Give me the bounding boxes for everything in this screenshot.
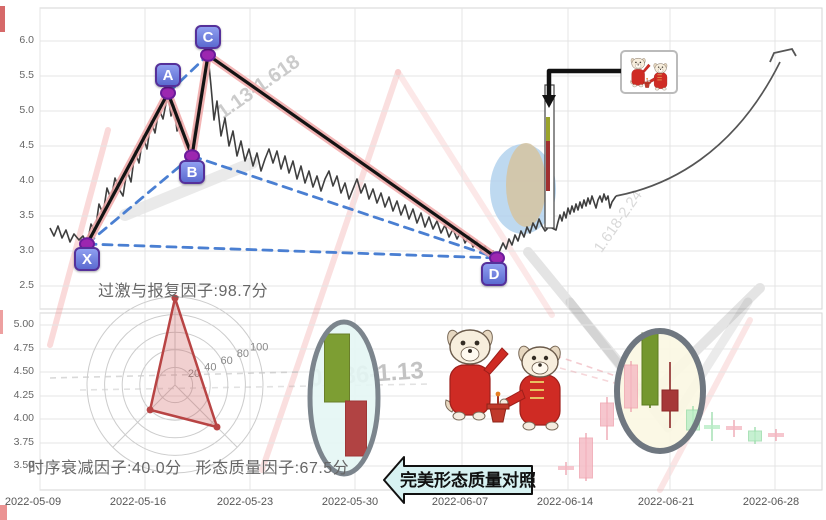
actual-candles-ellipse [617,331,703,451]
candle [579,437,593,479]
actual-candles-ellipse-border [614,328,706,454]
pattern-leg-dashed-XD [85,242,499,260]
radar-spoke [112,384,176,448]
pattern-leg-CD [206,53,499,260]
candle [600,402,614,427]
radar-spoke [174,384,238,448]
pattern-marker-B [184,149,200,163]
perfect-pattern-callout-text: 完美形态质量对照 [400,470,536,490]
pattern-leg-AB [166,91,194,158]
radar-polygon [148,296,219,429]
watermark-band [657,317,753,493]
pattern-marker-C [200,48,216,62]
pattern-marker-A [160,86,176,100]
highlight-ellipse-tan [506,143,546,227]
radar-ring-label: 80 [237,348,249,360]
pattern-leg-dashed-BD [190,154,499,260]
watermark-band [47,127,111,348]
spike-bar-red-segment [546,141,550,191]
edge-watermark-mark [0,505,7,520]
candle [641,332,659,406]
radar-vertex [213,423,221,431]
candle [748,430,762,442]
pointer-arrow-line [546,68,621,97]
pattern-leg-XA [85,91,170,246]
candle [661,389,679,412]
pattern-leg-dashed-XB [85,154,194,246]
candle [624,364,638,409]
spike-bar-green-segment [546,117,550,141]
radar-ring-label: 20 [188,368,200,380]
edge-watermark-mark [0,6,5,32]
radar-ring-label: 100 [250,341,268,353]
projection-curve [615,61,781,197]
edge-watermark-mark [0,310,3,334]
pointer-arrow-head [542,95,556,108]
perfect-candle [345,400,367,457]
watermark-band [259,69,401,473]
pattern-marker-D [489,251,505,265]
perfect-pattern-callout-box [383,456,533,504]
watermark-band [119,157,258,221]
pattern-marker-X [79,237,95,251]
top-price-panel [39,7,823,310]
pattern-leg-BC [190,53,210,158]
projection-curve-cap [769,47,797,63]
perfect-candle [324,333,350,403]
radar-ring-label: 40 [204,361,216,373]
radar-vertex [171,294,179,302]
perfect-candles-ellipse-border [307,319,381,477]
radar-ring-label: 60 [220,355,232,367]
watermark-band [395,69,555,318]
radar-vertex [146,406,154,414]
